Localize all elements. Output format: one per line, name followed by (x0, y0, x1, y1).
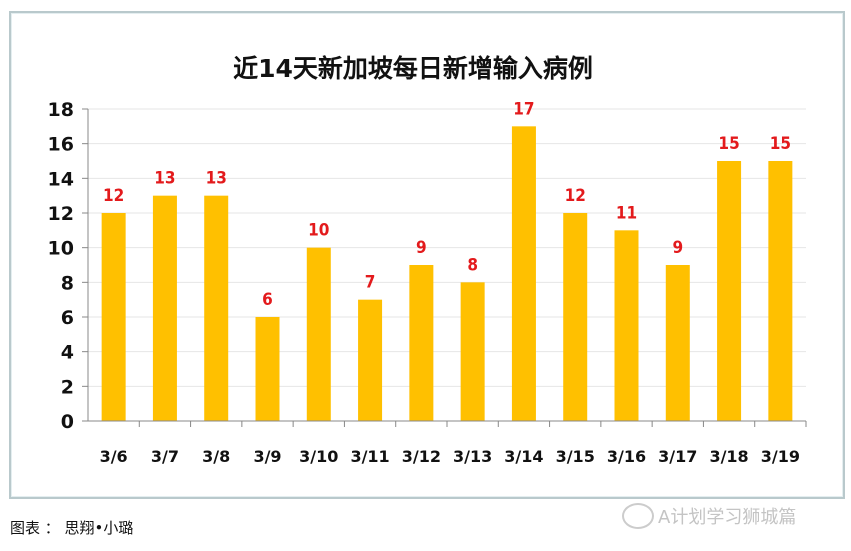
x-tick-label: 3/19 (761, 447, 800, 466)
bar (101, 213, 126, 421)
x-tick-label: 3/15 (556, 447, 595, 466)
data-label: 9 (416, 238, 427, 258)
x-tick-label: 3/8 (202, 447, 230, 466)
bar (511, 126, 536, 421)
chart-title: 近14天新加坡每日新增输入病例 (233, 54, 593, 83)
x-tick-label: 3/16 (607, 447, 646, 466)
y-tick-label: 8 (61, 272, 74, 294)
data-label: 12 (565, 186, 586, 206)
bar (614, 230, 639, 421)
y-tick-label: 4 (61, 342, 74, 364)
bar (665, 265, 690, 421)
x-tick-label: 3/6 (100, 447, 128, 466)
data-label: 15 (718, 134, 739, 154)
y-tick-label: 10 (48, 238, 74, 260)
data-label: 13 (154, 169, 175, 189)
watermark: A计划学习狮城篇 (622, 503, 796, 529)
y-tick-label: 12 (48, 203, 74, 225)
data-label: 12 (103, 186, 124, 206)
data-label: 7 (365, 273, 376, 293)
bar (255, 317, 280, 421)
bar (306, 247, 331, 421)
bar (717, 161, 742, 421)
bar (152, 195, 177, 421)
x-tick-label: 3/14 (504, 447, 543, 466)
x-tick-label: 3/11 (350, 447, 389, 466)
bar (409, 265, 434, 421)
y-tick-label: 16 (48, 134, 74, 156)
x-tick-label: 3/7 (151, 447, 179, 466)
y-tick-label: 18 (48, 99, 74, 121)
data-label: 10 (308, 221, 329, 241)
chart-caption: 图表 ： 思翔•小璐 (10, 519, 134, 537)
x-tick-label: 3/18 (709, 447, 748, 466)
bar (358, 299, 383, 421)
data-label: 17 (513, 99, 534, 119)
data-label: 6 (262, 290, 273, 310)
data-label: 13 (206, 169, 227, 189)
watermark-text: A计划学习狮城篇 (658, 507, 797, 528)
x-tick-label: 3/9 (253, 447, 281, 466)
x-tick-label: 3/17 (658, 447, 697, 466)
y-tick-label: 0 (61, 411, 74, 433)
data-label: 11 (616, 203, 637, 223)
bar (768, 161, 793, 421)
bar (204, 195, 229, 421)
x-tick-label: 3/12 (402, 447, 441, 466)
bar (563, 213, 588, 421)
bar (460, 282, 485, 421)
y-tick-label: 14 (48, 168, 74, 190)
data-label: 15 (770, 134, 791, 154)
x-tick-label: 3/13 (453, 447, 492, 466)
wechat-icon (622, 503, 654, 529)
y-tick-label: 6 (61, 307, 74, 329)
x-tick-label: 3/10 (299, 447, 338, 466)
y-tick-label: 2 (61, 376, 74, 398)
data-label: 9 (672, 238, 683, 258)
data-label: 8 (467, 255, 478, 275)
